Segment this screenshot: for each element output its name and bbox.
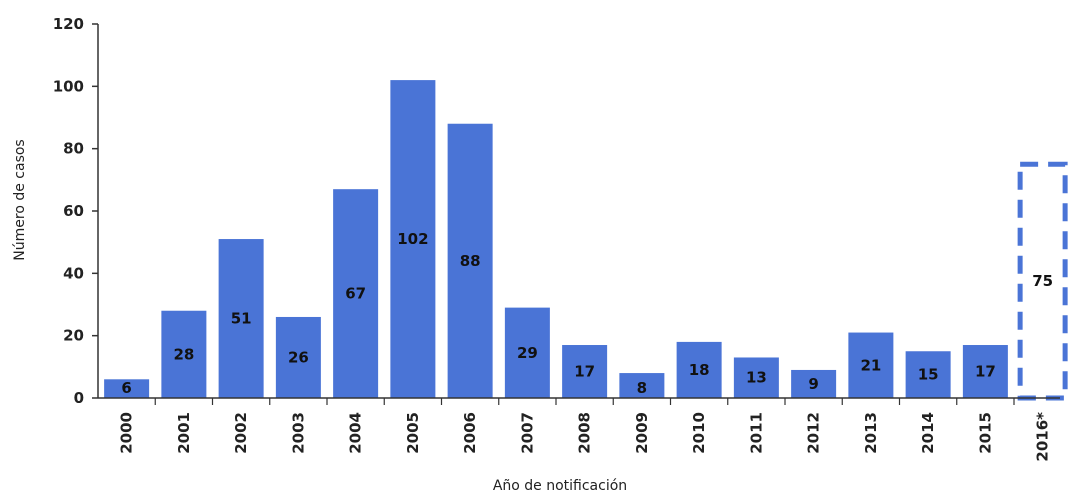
y-tick-label: 100	[53, 77, 84, 95]
x-tick-label: 2004	[347, 412, 365, 454]
x-tick-label: 2009	[633, 412, 651, 454]
bar	[676, 341, 722, 398]
bar	[218, 239, 264, 398]
bar-value-label: 15	[918, 366, 939, 384]
bar-value-label: 102	[397, 230, 428, 248]
bar	[161, 310, 207, 398]
bar	[962, 345, 1008, 398]
bar-value-label: 18	[689, 361, 710, 379]
bar	[447, 123, 493, 398]
x-axis: 2000 2001 2002 2003 2004 2005 2006 2007 2008 2009…	[98, 397, 1060, 462]
y-tick-label: 20	[63, 327, 84, 345]
x-tick-label: 2016*	[1034, 412, 1052, 462]
bar-value-label: 51	[231, 310, 252, 328]
bar-value-label: 17	[574, 363, 595, 381]
bar-value-label: 6	[121, 379, 131, 397]
x-axis-label: Año de notificación	[493, 478, 627, 494]
bar-value-label: 13	[746, 369, 767, 387]
bar	[562, 345, 608, 398]
x-tick-label: 2010	[690, 412, 708, 454]
x-tick-label: 2008	[576, 412, 594, 454]
x-tick-label: 2013	[862, 412, 880, 454]
x-tick-label: 2001	[175, 412, 193, 454]
y-tick-label: 60	[63, 202, 84, 220]
y-tick-label: 40	[63, 264, 84, 282]
x-tick-label: 2005	[404, 412, 422, 454]
bar	[390, 80, 436, 398]
y-tick-label: 0	[74, 389, 84, 407]
bar-value-label: 8	[637, 379, 647, 397]
x-tick-label: 2003	[289, 412, 307, 454]
x-tick-label: 2007	[518, 412, 536, 454]
y-tick-label: 80	[63, 140, 84, 158]
y-axis-label: Número de casos	[12, 139, 28, 260]
bar	[333, 189, 379, 398]
y-axis: 0 20 40 60 80 100 120	[53, 15, 99, 407]
bar-value-label: 17	[975, 363, 996, 381]
bar-value-label: 28	[173, 345, 194, 363]
bar	[791, 369, 837, 398]
bar	[733, 357, 779, 398]
y-tick-label: 120	[53, 15, 84, 33]
bar-value-label: 9	[808, 375, 818, 393]
bar	[504, 307, 550, 398]
x-tick-label: 2012	[805, 412, 823, 454]
bar	[275, 316, 321, 398]
x-tick-label: 2011	[747, 412, 765, 454]
bar-value-label: 67	[345, 285, 366, 303]
bar-value-label: 21	[860, 356, 881, 374]
x-tick-label: 2002	[232, 412, 250, 454]
x-tick-label: 2014	[919, 412, 937, 454]
bar	[104, 379, 150, 398]
bar-value-label: 26	[288, 348, 309, 366]
bar	[905, 351, 951, 398]
bar	[848, 332, 894, 398]
x-tick-label: 2000	[118, 412, 136, 454]
bar-value-label: 88	[460, 252, 481, 270]
x-tick-label: 2006	[461, 412, 479, 454]
bar-value-label: 75	[1032, 272, 1053, 290]
bar-value-label: 29	[517, 344, 538, 362]
bar	[619, 373, 665, 398]
bars: 6 28 51 26 67 102 88 29 17 8 18 13 9 21 15 17 75	[104, 80, 1068, 401]
x-tick-label: 2015	[976, 412, 994, 454]
